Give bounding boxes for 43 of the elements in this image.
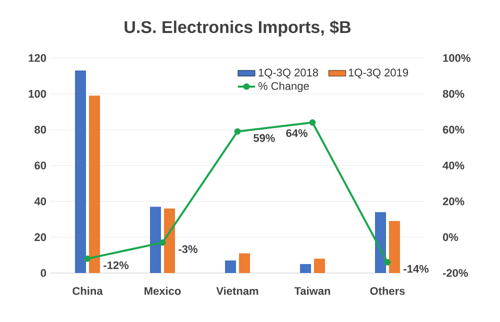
bar xyxy=(375,212,386,273)
bar xyxy=(314,258,326,273)
bar xyxy=(89,96,100,273)
bar xyxy=(389,221,400,273)
bar xyxy=(75,70,86,273)
point xyxy=(309,119,316,126)
y-tick-label: 60 xyxy=(34,162,46,170)
y2-tick-label: 40% xyxy=(442,162,464,170)
point xyxy=(384,259,391,266)
chart-title: U.S. Electronics Imports, $B xyxy=(124,20,351,36)
point xyxy=(234,128,241,135)
data-label: -14% xyxy=(404,264,429,273)
y2-tick-label: 100% xyxy=(443,54,470,62)
y2-tick-label: 20% xyxy=(442,197,464,206)
y-tick-label: 80 xyxy=(34,126,46,134)
data-label: -3% xyxy=(178,245,198,254)
bar xyxy=(164,208,176,273)
point xyxy=(159,239,166,246)
x-tick-label: Taiwan xyxy=(294,286,330,295)
data-label: 59% xyxy=(254,134,275,142)
x-tick-label: Others xyxy=(370,286,405,295)
bar xyxy=(300,264,311,273)
point xyxy=(84,255,91,262)
x-tick-label: China xyxy=(72,286,103,295)
y2-tick-label: 80% xyxy=(442,90,464,98)
legend-label: % Change xyxy=(258,82,309,92)
y-tick-label: 40 xyxy=(34,197,46,206)
bar xyxy=(150,206,161,273)
y-tick-label: 0 xyxy=(40,269,46,277)
y2-tick-label: -20% xyxy=(442,269,468,277)
y-tick-label: 120 xyxy=(28,54,46,62)
y-tick-label: 20 xyxy=(34,233,46,242)
y-tick-label: 100 xyxy=(28,90,46,98)
legend-label: 1Q-3Q 2018 xyxy=(258,68,318,78)
x-tick-label: Mexico xyxy=(144,286,181,295)
legend-label: 1Q-3Q 2019 xyxy=(348,68,408,78)
data-label: 64% xyxy=(286,129,308,137)
data-label: -12% xyxy=(104,261,129,270)
x-tick-label: Vietnam xyxy=(216,286,258,295)
y2-tick-label: 0% xyxy=(442,233,458,242)
bar xyxy=(239,253,250,273)
y2-tick-label: 60% xyxy=(442,126,464,134)
bar xyxy=(225,260,236,273)
